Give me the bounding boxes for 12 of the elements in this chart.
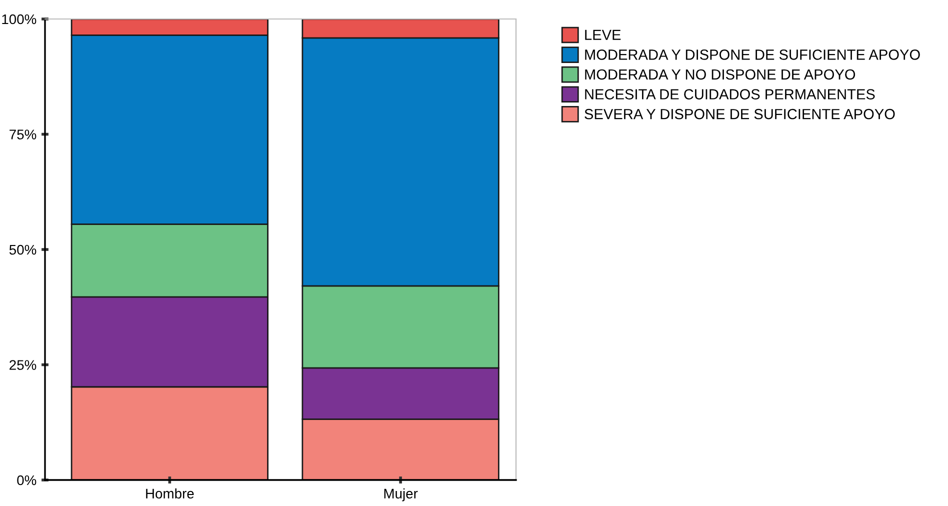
y-tick-label: 50%	[9, 244, 36, 255]
legend-label: MODERADA Y NO DISPONE DE APOYO	[585, 69, 856, 80]
legend-label: MODERADA Y DISPONE DE SUFICIENTE APOYO	[585, 50, 920, 60]
y-tick-label: 100%	[2, 14, 36, 24]
x-tick-label: Hombre	[146, 488, 194, 499]
y-tick-label: 25%	[10, 360, 36, 370]
y-tick-label: 0%	[17, 475, 36, 486]
legend-label: SEVERA Y DISPONE DE SUFICIENTE APOYO	[584, 108, 895, 120]
legend-label: LEVE	[585, 30, 621, 40]
x-tick-label: Mujer	[384, 488, 418, 502]
legend-label: NECESITA DE CUIDADOS PERMANENTES	[585, 89, 875, 100]
y-tick-label: 75%	[10, 130, 36, 140]
